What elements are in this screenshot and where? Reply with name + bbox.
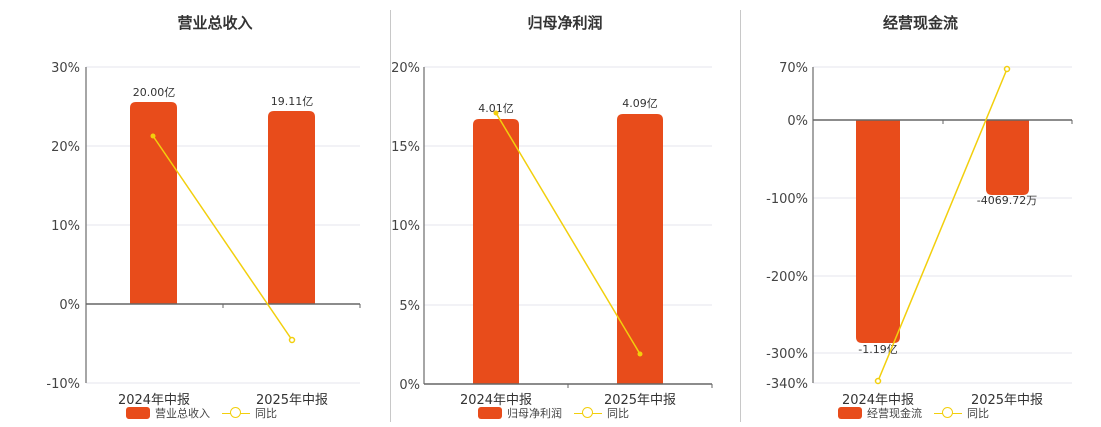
y-tick: 70% [779,61,808,76]
legend-bar-label[interactable]: 经营现金流 [867,407,922,420]
legend-line-label[interactable]: 同比 [967,407,989,420]
x-tick-labels: 2024年中报 2025年中报 [842,393,1043,408]
x-tick: 2024年中报 [460,393,532,408]
x-tick: 2025年中报 [256,393,328,408]
legend-bar-label[interactable]: 营业总收入 [155,407,210,420]
y-tick: 0% [399,378,420,393]
legend-bar-swatch [478,407,502,419]
legend-bar-swatch [838,407,862,419]
bar-label: 20.00亿 [133,86,176,99]
bar-2024 [473,119,519,384]
grid-lines [424,66,712,306]
x-tick: 2024年中报 [118,393,190,408]
chart-panel-net-profit: 归母净利润 20% 15% 10% 5% 0% 4.01亿 4.09亿 [390,0,740,427]
bar-2025 [617,114,663,384]
legend-line-icon [574,407,602,419]
y-tick: 0% [59,298,80,313]
legend-line-icon [934,407,962,419]
legend-bar-swatch [126,407,150,419]
bar-2024 [130,102,177,304]
legend-line-icon: .lk1:before{background:#f2cf0d} [222,407,250,419]
x-tick: 2025年中报 [971,393,1043,408]
y-tick-labels: 30% 20% 10% 0% -10% [46,61,80,392]
bar-data-labels: 4.01亿 4.09亿 [478,97,658,115]
bar-2025 [268,111,315,304]
x-tick-labels: 2024年中报 2025年中报 [118,393,328,408]
legend[interactable]: 营业总收入 .lk1:before{background:#f2cf0d} 同比 [126,405,277,421]
y-tick-labels: 70% 0% -100% -200% -300% -340% [766,61,808,392]
bar-2024 [856,120,900,343]
bar-label: 4.09亿 [622,97,658,110]
panel-divider [390,10,391,422]
yoy-line [150,133,296,344]
x-tick-labels: 2024年中报 2025年中报 [460,393,676,408]
bar-2025 [986,120,1029,195]
chart-plot: 70% 0% -100% -200% -300% -340% -1.19亿 -4… [766,61,1073,408]
yoy-line [493,110,643,357]
chart-plot: 30% 20% 10% 0% -10% 20.00亿 19.11亿 2024年中… [46,61,361,408]
yoy-line [874,65,1011,385]
bar-data-labels: -1.19亿 -4069.72万 [858,194,1037,356]
x-tick: 2024年中报 [842,393,914,408]
chart-title: 归母净利润 [527,14,603,32]
bar-label: -1.19亿 [858,343,897,356]
y-tick: 10% [391,219,420,234]
y-tick: 30% [51,61,80,76]
bar-data-labels: 20.00亿 19.11亿 [133,86,314,108]
bars [856,120,1029,343]
chart-plot: 20% 15% 10% 5% 0% 4.01亿 4.09亿 2024年中报 20… [391,61,713,408]
bars [130,102,315,304]
chart-title: 经营现金流 [882,14,958,32]
legend[interactable]: 经营现金流 同比 [838,405,989,421]
legend-line-label[interactable]: 同比 [255,407,277,420]
x-tick: 2025年中报 [604,393,676,408]
bar-label: 19.11亿 [271,95,314,108]
y-tick: 5% [399,299,420,314]
y-tick-labels: 20% 15% 10% 5% 0% [391,61,420,393]
bars [473,114,663,384]
legend[interactable]: 归母净利润 同比 [478,405,629,421]
chart-title: 营业总收入 [177,14,253,32]
panel-divider [740,10,741,422]
y-tick: 10% [51,219,80,234]
grid-lines [86,66,360,384]
y-tick: -200% [766,270,808,285]
bar-label: 4.01亿 [478,102,514,115]
y-tick: 20% [51,140,80,155]
y-tick: -300% [766,347,808,362]
y-tick: -10% [46,377,80,392]
chart-panel-operating-cashflow: 经营现金流 70% 0% -100% -200% -300% -340% -1.… [740,0,1101,427]
y-tick: 0% [787,114,808,129]
y-tick: -100% [766,192,808,207]
legend-line-label[interactable]: 同比 [607,407,629,420]
y-tick: 20% [391,61,420,76]
bar-label: -4069.72万 [977,194,1037,207]
chart-panel-revenue: 营业总收入 30% 20% 10% 0% -10% 20.00亿 19.11亿 [0,0,390,427]
y-tick: -340% [766,377,808,392]
legend-bar-label[interactable]: 归母净利润 [507,407,562,420]
y-tick: 15% [391,140,420,155]
